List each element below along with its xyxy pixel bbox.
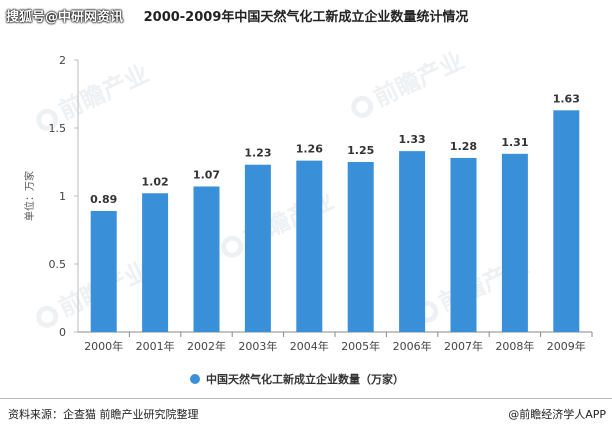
x-tick-label: 2003年 [238,339,277,353]
y-tick-label: 0 [59,326,66,339]
y-tick-label: 1 [59,190,66,203]
x-tick-label: 2002年 [187,339,226,353]
x-tick-label: 2006年 [393,339,432,353]
data-label: 1.31 [501,136,528,149]
chart-legend: 中国天然气化工新成立企业数量（万家） [190,371,404,387]
data-label: 1.02 [142,175,169,188]
y-tick-label: 0.5 [49,258,67,271]
data-label: 1.07 [193,168,220,181]
bar [399,151,426,332]
data-label: 1.63 [553,92,580,105]
data-label: 1.25 [347,144,374,157]
bar [347,162,374,332]
credit-text: @前瞻经济学人APP [508,408,606,421]
data-label: 0.89 [90,193,117,206]
data-label: 1.33 [399,133,426,146]
bar [501,153,528,332]
chart-title: 2000-2009年中国天然气化工新成立企业数量统计情况 [143,10,469,25]
bar [244,164,271,332]
x-tick-label: 2008年 [495,339,534,353]
legend-marker [190,374,200,384]
bar [450,157,477,332]
x-tick-label: 2001年 [136,339,175,353]
bar [142,193,169,332]
footer: 资料来源：企查猫 前瞻产业研究院整理 @前瞻经济学人APP [0,398,612,434]
x-tick-label: 2005年 [341,339,380,353]
data-label: 1.28 [450,140,477,153]
bar [553,110,580,332]
y-axis-label: 单位：万家 [23,171,36,221]
x-tick-label: 2000年 [84,339,123,353]
bar [90,210,117,332]
data-source: 资料来源：企查猫 前瞻产业研究院整理 [8,408,199,421]
y-tick-label: 1.5 [49,122,67,135]
source-overlay-text: 搜狐号@中研网资讯 [6,10,124,25]
data-label: 1.26 [296,143,323,156]
bar [193,186,220,332]
x-tick-label: 2007年 [444,339,483,353]
bar [296,160,323,332]
legend-label: 中国天然气化工新成立企业数量（万家） [206,373,404,386]
x-tick-label: 2009年 [547,339,586,353]
data-label: 1.23 [244,147,271,160]
y-tick-label: 2 [59,54,66,67]
x-tick-label: 2004年 [290,339,329,353]
